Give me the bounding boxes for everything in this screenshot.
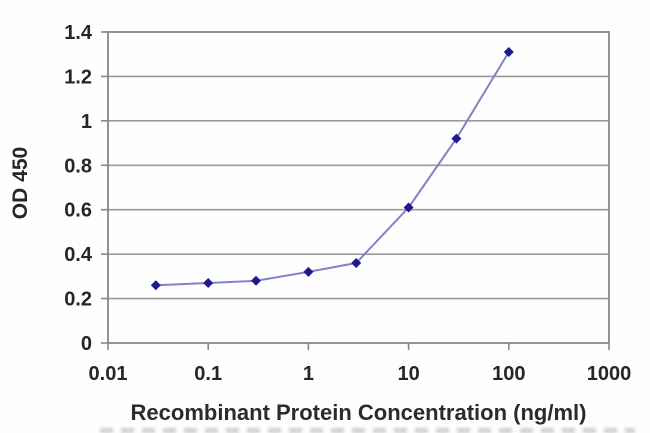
plot-frame — [107, 31, 610, 344]
y-tick-label: 1 — [81, 111, 92, 133]
y-tick-label: 0 — [81, 333, 92, 355]
y-tick-label: 0.8 — [64, 155, 92, 177]
x-tick-label: 1000 — [587, 363, 632, 385]
y-tick-label: 0.4 — [64, 244, 93, 266]
data-point-marker — [451, 133, 462, 144]
y-tick-label: 0.6 — [64, 200, 92, 222]
data-point-marker — [251, 275, 262, 286]
x-tick-label: 10 — [397, 363, 419, 385]
y-tick-label: 1.2 — [64, 66, 92, 88]
x-tick-label: 1 — [303, 363, 314, 385]
y-tick-label: 0.2 — [64, 289, 92, 311]
x-tick-label: 0.01 — [89, 363, 128, 385]
data-point-marker — [403, 202, 414, 213]
x-axis-title: Recombinant Protein Concentration (ng/ml… — [130, 400, 587, 425]
y-axis-title: OD 450 — [9, 146, 32, 220]
series-line — [155, 51, 510, 287]
data-point-marker — [503, 46, 514, 57]
x-tick-label: 0.1 — [194, 363, 222, 385]
x-tick-label: 100 — [492, 363, 525, 385]
cropped-text-artifact — [100, 428, 635, 433]
y-tick-label: 1.4 — [64, 22, 93, 44]
data-point-marker — [203, 278, 214, 289]
data-point-marker — [351, 258, 362, 269]
data-point-marker — [150, 280, 161, 291]
data-point-marker — [303, 266, 314, 277]
